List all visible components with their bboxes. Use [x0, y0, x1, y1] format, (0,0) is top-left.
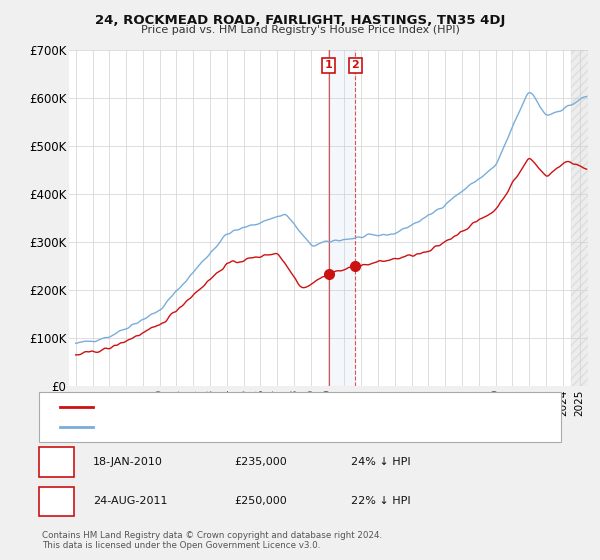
Text: HPI: Average price, detached house, Rother: HPI: Average price, detached house, Roth…	[99, 422, 316, 432]
Text: 2: 2	[352, 60, 359, 71]
Text: 24% ↓ HPI: 24% ↓ HPI	[351, 457, 410, 467]
Text: 1: 1	[325, 60, 332, 71]
Bar	[329, 50, 355, 386]
Text: 24, ROCKMEAD ROAD, FAIRLIGHT, HASTINGS, TN35 4DJ (detached house): 24, ROCKMEAD ROAD, FAIRLIGHT, HASTINGS, …	[99, 402, 466, 412]
Text: 24, ROCKMEAD ROAD, FAIRLIGHT, HASTINGS, TN35 4DJ: 24, ROCKMEAD ROAD, FAIRLIGHT, HASTINGS, …	[95, 14, 505, 27]
Text: 2: 2	[53, 494, 60, 508]
Text: 22% ↓ HPI: 22% ↓ HPI	[351, 496, 410, 506]
Text: 24-AUG-2011: 24-AUG-2011	[93, 496, 167, 506]
Text: £235,000: £235,000	[234, 457, 287, 467]
Text: Price paid vs. HM Land Registry's House Price Index (HPI): Price paid vs. HM Land Registry's House …	[140, 25, 460, 35]
Text: £250,000: £250,000	[234, 496, 287, 506]
Text: Contains HM Land Registry data © Crown copyright and database right 2024.
This d: Contains HM Land Registry data © Crown c…	[42, 530, 382, 550]
Text: 1: 1	[53, 455, 60, 469]
Text: 18-JAN-2010: 18-JAN-2010	[93, 457, 163, 467]
Bar	[571, 50, 592, 386]
